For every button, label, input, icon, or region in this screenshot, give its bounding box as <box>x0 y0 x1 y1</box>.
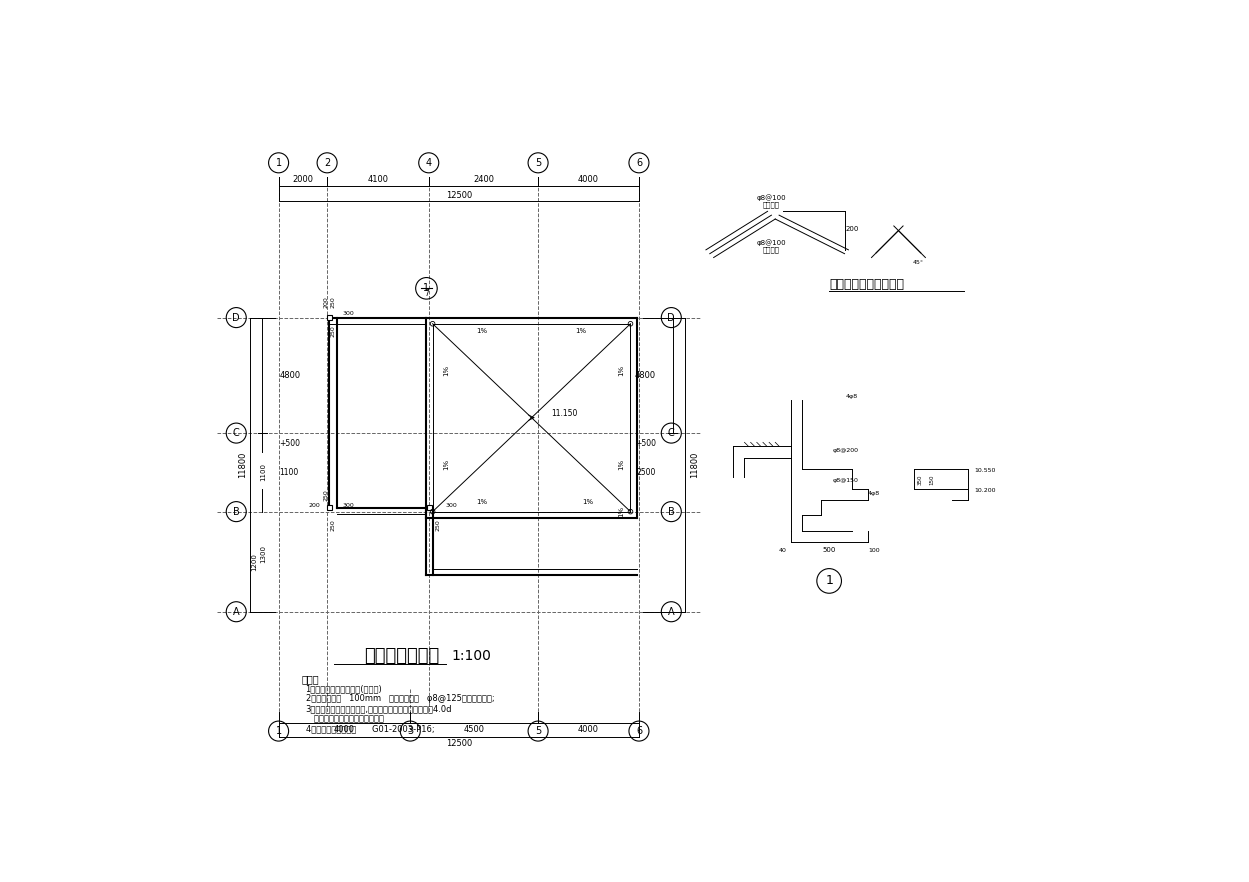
Text: 现浇板阳角处节点大样: 现浇板阳角处节点大样 <box>829 278 904 291</box>
Text: 250: 250 <box>436 519 441 531</box>
Text: 7: 7 <box>423 289 428 298</box>
Text: 10.550: 10.550 <box>974 468 995 474</box>
Text: 300: 300 <box>446 503 457 508</box>
Text: 250: 250 <box>331 296 336 308</box>
Text: 1%: 1% <box>443 365 450 377</box>
Text: φ8@100: φ8@100 <box>757 194 786 201</box>
Text: 200: 200 <box>323 296 328 308</box>
Text: 5: 5 <box>535 158 541 168</box>
Text: 3: 3 <box>407 726 413 736</box>
Text: 1: 1 <box>826 574 833 587</box>
Text: B: B <box>232 506 240 517</box>
Text: 100: 100 <box>868 548 879 553</box>
Text: 4、拆板处理大样详素      G01-2003-P16;: 4、拆板处理大样详素 G01-2003-P16; <box>306 724 435 733</box>
Bar <box>327 315 332 320</box>
Text: D: D <box>667 312 676 323</box>
Text: 板面钢筋的标长度为从架边算起: 板面钢筋的标长度为从架边算起 <box>306 714 383 723</box>
Text: 11800: 11800 <box>689 452 699 478</box>
Text: 11.150: 11.150 <box>551 409 577 418</box>
Text: 2000: 2000 <box>292 176 313 184</box>
Text: 40: 40 <box>779 548 787 553</box>
Text: 1%: 1% <box>477 328 487 334</box>
Text: 4: 4 <box>426 158 432 168</box>
Text: φ8@150: φ8@150 <box>833 478 859 483</box>
Text: φ8@200: φ8@200 <box>833 447 859 452</box>
Text: 1%: 1% <box>576 328 587 334</box>
Text: 1: 1 <box>423 283 430 294</box>
Text: 4000: 4000 <box>578 725 600 734</box>
Text: 2500: 2500 <box>637 467 656 477</box>
Text: 4800: 4800 <box>634 370 656 380</box>
Text: 2、未注明板厚   100mm   屋面板配筋为   φ8@125双层双向布筋;: 2、未注明板厚 100mm 屋面板配筋为 φ8@125双层双向布筋; <box>306 694 495 703</box>
Text: φ8@100: φ8@100 <box>757 239 786 245</box>
Text: 4500: 4500 <box>463 725 485 734</box>
Text: 11800: 11800 <box>237 452 247 478</box>
Text: 350: 350 <box>918 474 923 484</box>
Text: 2400: 2400 <box>473 176 493 184</box>
Text: 1: 1 <box>276 158 282 168</box>
Text: 45°: 45° <box>912 260 923 265</box>
Text: B: B <box>668 506 674 517</box>
Text: 10.200: 10.200 <box>974 488 995 492</box>
Text: C: C <box>668 428 674 438</box>
Bar <box>427 505 432 510</box>
Text: 1%: 1% <box>618 460 624 470</box>
Text: 300: 300 <box>342 503 355 508</box>
Text: 附加钢筋: 附加钢筋 <box>763 202 779 208</box>
Text: 1%: 1% <box>618 506 624 517</box>
Text: 3、同位置钢筋可穿越设置,板面钢筋不能通过者锚入支座4.0d: 3、同位置钢筋可穿越设置,板面钢筋不能通过者锚入支座4.0d <box>306 704 452 714</box>
Text: 1300: 1300 <box>260 545 266 563</box>
Text: +500: +500 <box>280 438 300 447</box>
Text: 150: 150 <box>929 474 934 484</box>
Text: 附加钢筋: 附加钢筋 <box>763 247 779 253</box>
Text: 200: 200 <box>309 503 321 508</box>
Text: 4800: 4800 <box>280 370 301 380</box>
Text: 250: 250 <box>323 489 328 501</box>
Text: 5: 5 <box>535 726 541 736</box>
Text: +500: +500 <box>634 438 656 447</box>
Text: 1%: 1% <box>618 365 624 377</box>
Text: 1200: 1200 <box>251 553 257 571</box>
Text: 12500: 12500 <box>446 739 472 748</box>
Text: 250: 250 <box>331 519 336 531</box>
Text: 200: 200 <box>846 226 859 232</box>
Text: 1100: 1100 <box>280 467 299 477</box>
Text: 6: 6 <box>636 726 642 736</box>
Text: A: A <box>232 607 240 617</box>
Text: 1%: 1% <box>443 460 450 470</box>
Text: 4000: 4000 <box>578 176 600 184</box>
Text: 250: 250 <box>331 325 336 337</box>
Text: 4000: 4000 <box>333 725 355 734</box>
Text: 6: 6 <box>636 158 642 168</box>
Text: 1: 1 <box>276 726 282 736</box>
Text: 4100: 4100 <box>367 176 388 184</box>
Text: 2: 2 <box>323 158 330 168</box>
Text: 1、本层结构板高沿屋面(斜坡面): 1、本层结构板高沿屋面(斜坡面) <box>306 684 382 693</box>
Text: D: D <box>232 312 240 323</box>
Bar <box>327 505 332 510</box>
Text: 1%: 1% <box>477 499 488 505</box>
Text: 4φ8: 4φ8 <box>868 491 879 497</box>
Text: 坡屋面板配筋图: 坡屋面板配筋图 <box>365 647 440 665</box>
Text: 4φ8: 4φ8 <box>846 393 858 399</box>
Text: 1100: 1100 <box>260 463 266 482</box>
Text: 1%: 1% <box>582 499 593 505</box>
Text: C: C <box>232 428 240 438</box>
Text: 说明：: 说明： <box>302 674 320 684</box>
Text: 1:100: 1:100 <box>451 648 491 662</box>
Text: 300: 300 <box>342 311 355 317</box>
Text: A: A <box>668 607 674 617</box>
Text: 12500: 12500 <box>446 191 472 199</box>
Text: 500: 500 <box>822 547 836 553</box>
